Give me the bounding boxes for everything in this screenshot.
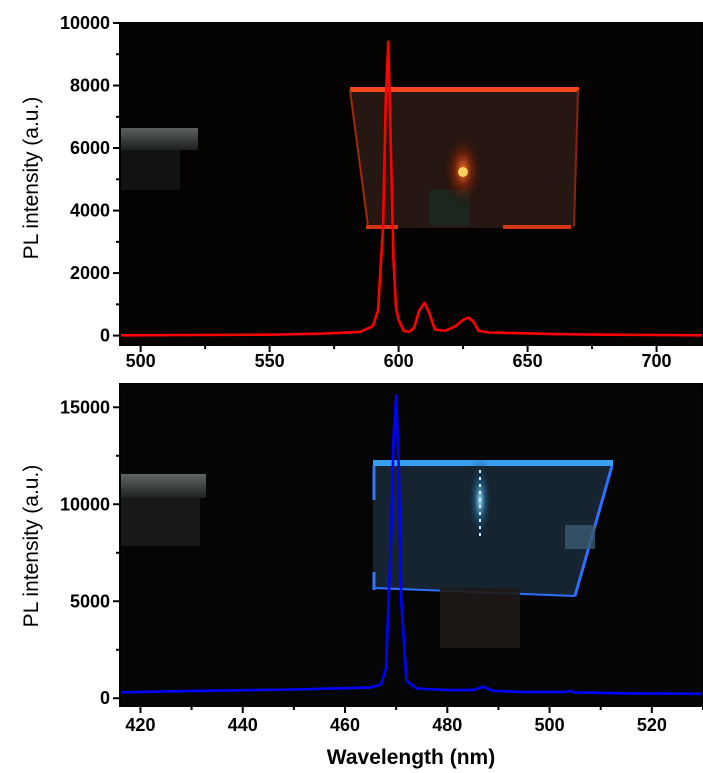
top-x-tick-label: 550 <box>255 351 285 371</box>
top-x-tick-label: 600 <box>384 351 414 371</box>
top-panel: 500 550 600 650 700 0 2000 4000 6000 8000 10000 PL… <box>20 13 703 371</box>
top-y-tick-label: 6000 <box>70 138 110 158</box>
bottom-frame <box>119 383 703 707</box>
bottom-x-tick-label: 460 <box>330 715 360 735</box>
x-axis-title: Wavelength (nm) <box>327 746 495 769</box>
top-x-tick-label: 700 <box>642 351 672 371</box>
bottom-y-tick-label: 15000 <box>60 397 110 417</box>
top-ticks: 500 550 600 650 700 0 2000 4000 6000 8000 10000 <box>60 13 672 371</box>
top-y-tick-label: 4000 <box>70 201 110 221</box>
bottom-x-tick-label: 420 <box>125 715 155 735</box>
bottom-x-tick-label: 440 <box>228 715 258 735</box>
bottom-x-tick-label: 500 <box>535 715 565 735</box>
top-y-tick-label: 2000 <box>70 263 110 283</box>
bottom-panel: 420 440 460 480 500 520 0 5000 10000 15000 PL int… <box>20 383 703 769</box>
bottom-y-tick-label: 5000 <box>70 591 110 611</box>
top-x-tick-label: 500 <box>126 351 156 371</box>
bottom-sample-slab <box>373 462 612 595</box>
bottom-y-tick-label: 10000 <box>60 494 110 514</box>
bottom-photo-background <box>120 384 703 706</box>
top-vial <box>120 128 198 150</box>
top-x-tick-label: 650 <box>513 351 543 371</box>
top-y-tick-label: 10000 <box>60 13 110 33</box>
bottom-y-axis-title: PL intensity (a.u.) <box>20 465 43 628</box>
bottom-series-line-0 <box>119 394 703 696</box>
bottom-plot-area <box>119 394 703 696</box>
top-y-axis-title: PL intensity (a.u.) <box>20 97 43 260</box>
bottom-ticks: 420 440 460 480 500 520 0 5000 10000 15000 <box>60 397 703 735</box>
top-photo-background <box>120 23 703 345</box>
top-plot-area <box>119 40 703 337</box>
top-series-line-0 <box>119 40 703 337</box>
bottom-y-tick-label: 0 <box>100 688 110 708</box>
top-y-tick-label: 8000 <box>70 76 110 96</box>
bottom-x-tick-label: 520 <box>637 715 667 735</box>
top-frame <box>119 22 703 346</box>
bottom-vial <box>120 474 206 498</box>
top-y-tick-label: 0 <box>100 326 110 346</box>
bottom-x-tick-label: 480 <box>432 715 462 735</box>
